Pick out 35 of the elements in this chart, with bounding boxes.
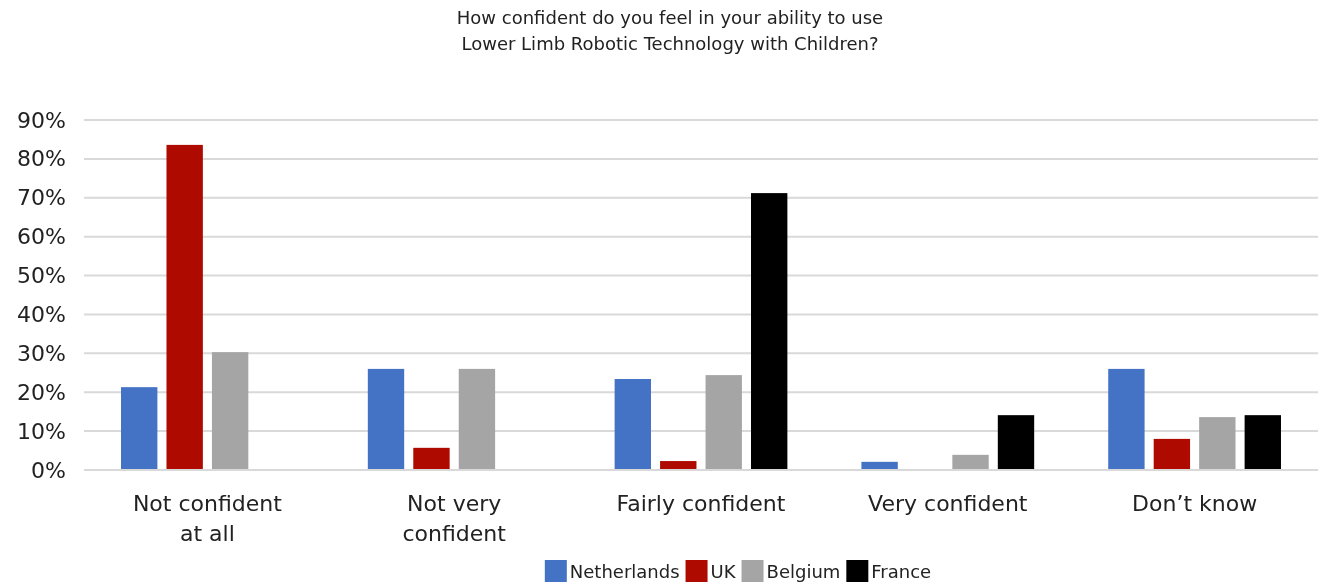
y-tick-label: 30% xyxy=(17,340,66,366)
x-tick-label: Fairly confident xyxy=(616,491,786,516)
legend-label: UK xyxy=(710,561,737,582)
bar xyxy=(458,368,496,470)
y-tick-label: 90% xyxy=(17,107,66,133)
x-tick-label: Not very confident xyxy=(402,491,507,546)
x-tick-label: Not confident at all xyxy=(132,491,283,546)
y-tick-label: 70% xyxy=(17,185,66,211)
bar xyxy=(211,352,249,470)
y-tick-label: 60% xyxy=(17,224,66,250)
y-tick-label: 40% xyxy=(17,301,66,327)
bar xyxy=(705,375,742,470)
bar xyxy=(413,447,450,470)
bar xyxy=(367,368,405,470)
bar xyxy=(997,415,1035,470)
y-tick-label: 20% xyxy=(17,379,66,405)
legend-label: Belgium xyxy=(766,561,841,582)
bar xyxy=(1244,415,1281,470)
chart-title: How confident do you feel in your ability to use Lower Limb Robotic Technology with Children? xyxy=(456,7,884,54)
bar xyxy=(1199,417,1236,470)
bar xyxy=(751,193,788,470)
bar xyxy=(1153,438,1191,470)
legend-label: Netherlands xyxy=(569,561,680,582)
y-tick-label: 0% xyxy=(31,457,66,483)
y-tick-label: 80% xyxy=(17,146,66,172)
bar xyxy=(121,387,158,470)
x-tick-label: Don’t know xyxy=(1132,491,1258,516)
bar xyxy=(952,454,989,470)
x-tick-label: Very confident xyxy=(868,491,1028,516)
legend-label: France xyxy=(871,561,932,582)
bar xyxy=(166,144,203,470)
y-tick-label: 10% xyxy=(17,418,66,444)
y-tick-label: 50% xyxy=(17,263,66,289)
bar xyxy=(614,379,651,470)
bar xyxy=(1108,368,1145,470)
